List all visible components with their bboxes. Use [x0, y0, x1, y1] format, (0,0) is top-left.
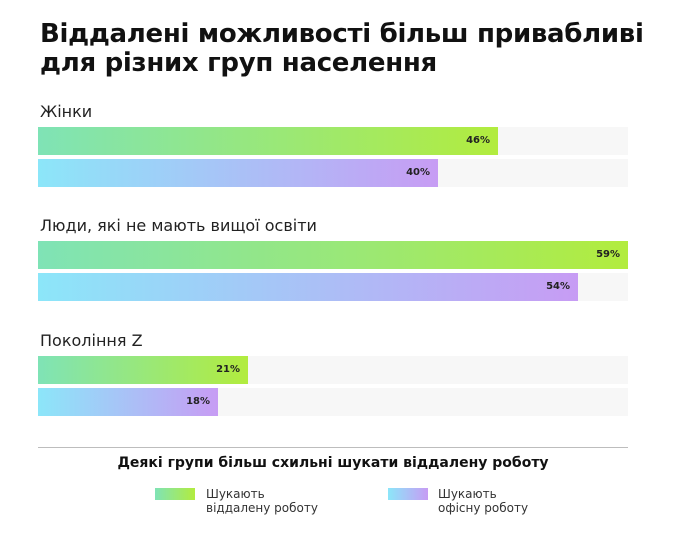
bar-value-label: 21%: [216, 364, 240, 375]
divider: [38, 447, 628, 448]
bar-office-2: 54%: [38, 273, 578, 301]
legend-swatch-remote: [155, 488, 195, 500]
bar-remote-3: 21%: [38, 356, 248, 384]
legend-label-remote: Шукають віддалену роботу: [206, 487, 346, 515]
bar-value-label: 40%: [406, 167, 430, 178]
group-label-no-higher-education: Люди, які не мають вищої освіти: [40, 216, 317, 235]
bar-remote-2: 59%: [38, 241, 628, 269]
legend-label-remote-line2: віддалену роботу: [206, 501, 318, 515]
chart-title: Віддалені можливості більш привабливі дл…: [40, 19, 644, 78]
bar-value-label: 59%: [596, 249, 620, 260]
legend-title: Деякі групи більш схильні шукати віддале…: [117, 455, 549, 471]
bar-remote-1: 46%: [38, 127, 498, 155]
bar-value-label: 18%: [186, 396, 210, 407]
group-label-generation-z: Покоління Z: [40, 331, 143, 350]
bar-value-label: 54%: [546, 281, 570, 292]
bar-value-label: 46%: [466, 135, 490, 146]
legend-label-office-line2: офісну роботу: [438, 501, 529, 515]
bar-office-3: 18%: [38, 388, 218, 416]
group-label-women: Жінки: [40, 102, 93, 121]
legend-label-office-line1: Шукають: [438, 487, 497, 501]
bar-office-1: 40%: [38, 159, 438, 187]
legend-swatch-office: [388, 488, 428, 500]
legend-label-office: Шукають офісну роботу: [438, 487, 578, 515]
legend-label-remote-line1: Шукають: [206, 487, 265, 501]
